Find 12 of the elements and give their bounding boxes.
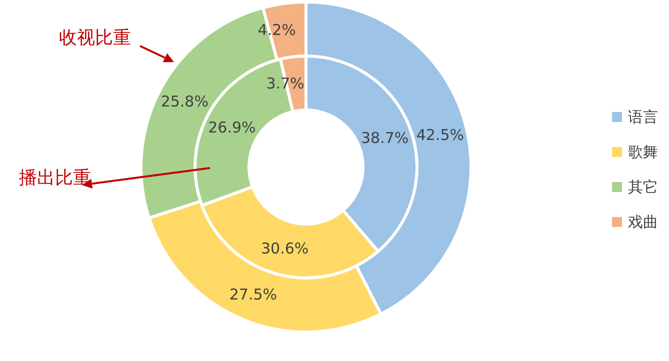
data-label: 38.7% — [360, 128, 409, 147]
data-label: 27.5% — [229, 285, 278, 304]
slice-label: 播出比重 — [19, 168, 91, 188]
data-label: 26.9% — [208, 118, 256, 136]
legend-label: 其它 — [628, 178, 658, 196]
data-label: 42.5% — [416, 126, 464, 144]
legend-label: 戏曲 — [628, 213, 658, 231]
legend-label: 歌舞 — [628, 143, 658, 161]
slice-label: 收视比重 — [59, 28, 131, 48]
data-label: 25.8% — [160, 92, 208, 110]
legend-label: 语言 — [628, 108, 658, 126]
data-label: 30.6% — [261, 239, 309, 258]
